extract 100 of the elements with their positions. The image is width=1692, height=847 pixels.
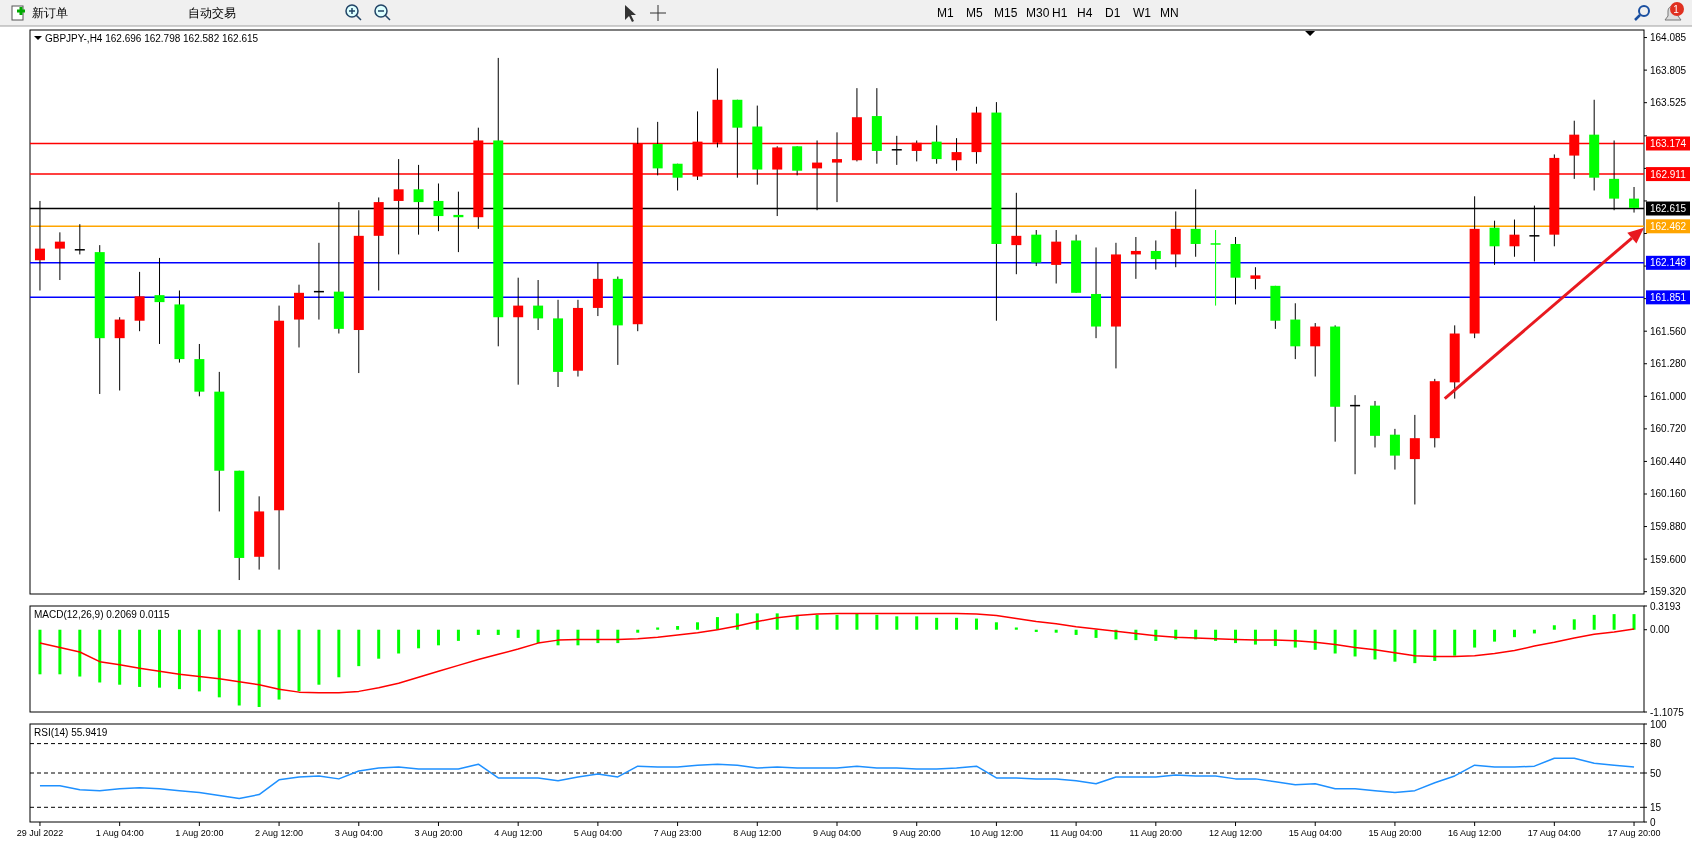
bar: [317, 629, 321, 685]
candlestick: [1509, 219, 1520, 258]
y-tick-label: 159.880: [1650, 521, 1687, 533]
x-tick-label: 3 Aug 04:00: [334, 828, 383, 838]
candlestick: [54, 231, 65, 281]
bar: [855, 613, 859, 630]
bar: [118, 629, 122, 685]
bar: [177, 629, 181, 690]
bar: [496, 629, 500, 635]
candlestick: [154, 257, 165, 345]
y-tick-label: 160.160: [1650, 488, 1687, 500]
ref-line-label: 162.911: [1650, 168, 1687, 180]
x-tick-label: 4 Aug 12:00: [494, 828, 543, 838]
ref-line-label: 161.851: [1649, 291, 1687, 303]
y-tick-label: 50: [1650, 767, 1662, 779]
y-tick-label: 0.3193: [1650, 600, 1682, 612]
bar: [237, 629, 241, 706]
text: M30: [1026, 6, 1050, 20]
x-tick-label: 10 Aug 12:00: [969, 828, 1023, 838]
bar: [755, 613, 759, 630]
text: M5: [966, 6, 983, 20]
bar: [1473, 629, 1477, 648]
y-tick-label: 0: [1650, 816, 1656, 828]
bar: [775, 613, 779, 630]
text: 1: [1673, 4, 1680, 15]
bar: [955, 617, 959, 630]
text: 自动交易: [188, 6, 236, 20]
bar: [197, 629, 201, 692]
chart-title: RSI(14) 55.9419: [34, 727, 108, 738]
y-tick-label: 160.720: [1650, 423, 1687, 435]
bar: [257, 629, 261, 707]
bar: [98, 629, 102, 683]
candlestick: [1210, 229, 1221, 307]
bar: [1373, 629, 1377, 660]
bar: [1512, 629, 1516, 638]
bar: [1214, 629, 1218, 641]
bar: [436, 629, 440, 646]
candlestick: [1310, 322, 1321, 378]
bar: [875, 614, 879, 630]
y-tick-label: 160.440: [1650, 455, 1687, 467]
bar: [357, 629, 361, 667]
bar: [895, 616, 899, 630]
bar: [377, 629, 381, 659]
x-tick-label: 11 Aug 04:00: [1049, 828, 1103, 838]
bar: [277, 629, 281, 700]
y-tick-label: 15: [1650, 801, 1662, 813]
candlestick: [74, 223, 85, 255]
bar: [1054, 629, 1058, 633]
ref-line-label: 162.615: [1649, 203, 1687, 214]
text: MN: [1160, 6, 1179, 20]
bar: [138, 629, 142, 687]
candlestick: [931, 124, 942, 165]
candlestick: [1150, 239, 1161, 271]
ref-line-label: 162.462: [1649, 220, 1687, 232]
bar: [1453, 629, 1457, 656]
bar: [636, 629, 640, 633]
bar: [915, 616, 919, 630]
bar: [1632, 614, 1636, 630]
x-tick-label: 7 Aug 23:00: [653, 828, 702, 838]
bar: [835, 614, 839, 630]
bar: [1353, 629, 1357, 657]
candlestick: [1250, 266, 1261, 290]
candlestick: [1409, 414, 1420, 505]
y-tick-label: 163.525: [1650, 97, 1687, 109]
y-tick-label: 100: [1650, 718, 1668, 730]
x-tick-label: 17 Aug 20:00: [1607, 828, 1661, 838]
bar: [656, 627, 660, 630]
text: H4: [1077, 6, 1093, 20]
ref-line-label: 163.174: [1649, 138, 1687, 149]
text: H1: [1052, 6, 1068, 20]
bar: [676, 626, 680, 630]
x-tick-label: 5 Aug 04:00: [573, 828, 622, 838]
candlestick: [513, 277, 524, 386]
bar: [1612, 614, 1616, 630]
text: W1: [1133, 6, 1152, 20]
bar: [1572, 619, 1576, 630]
bar: [815, 614, 819, 630]
ref-line-label: 162.148: [1649, 257, 1687, 269]
line-series: [39, 757, 1635, 800]
y-tick-label: 80: [1650, 738, 1662, 750]
text: M1: [937, 6, 954, 20]
y-tick-label: 164.085: [1650, 32, 1687, 44]
y-tick-label: 163.805: [1650, 64, 1687, 76]
bar: [397, 629, 401, 654]
candlestick: [891, 135, 902, 166]
text: M15: [994, 6, 1018, 20]
bar: [476, 629, 480, 635]
bar: [616, 629, 620, 644]
bar: [1094, 629, 1098, 638]
bar: [516, 629, 520, 638]
chart-title: GBPJPY-,H4 162.696 162.798 162.582 162.615: [45, 33, 259, 44]
bar: [715, 617, 719, 630]
x-tick-label: 1 Aug 20:00: [175, 828, 224, 838]
bar: [1014, 627, 1018, 630]
bar: [1074, 629, 1078, 635]
x-tick-label: 15 Aug 20:00: [1368, 828, 1422, 838]
x-tick-label: 1 Aug 04:00: [95, 828, 144, 838]
bar: [337, 629, 341, 678]
y-tick-label: -1.1075: [1650, 706, 1685, 718]
bar: [78, 629, 82, 677]
